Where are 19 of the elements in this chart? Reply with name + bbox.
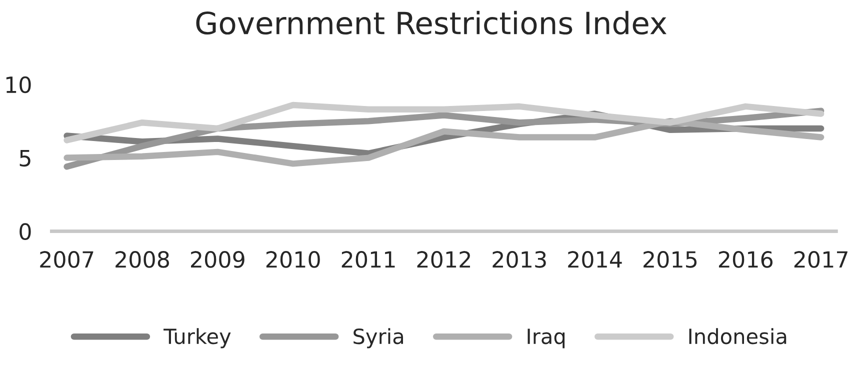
x-tick-label: 2007 <box>40 251 94 268</box>
chart-title: Government Restrictions Index <box>196 10 666 35</box>
x-tick-label: 2016 <box>718 251 773 268</box>
x-tick-label: 2014 <box>568 251 622 268</box>
x-tick-label: 2008 <box>116 251 169 268</box>
x-tick-label: 2015 <box>644 251 697 268</box>
x-tick-label: 2011 <box>342 251 395 268</box>
x-tick-label: 2009 <box>191 251 244 268</box>
y-tick-label: 10 <box>6 76 31 94</box>
x-tick-label: 2010 <box>266 251 320 268</box>
y-tick-label: 5 <box>20 150 30 167</box>
x-tick-label: 2013 <box>492 251 546 268</box>
legend-label: Indonesia <box>689 328 786 344</box>
legend-label: Turkey <box>164 328 231 348</box>
x-tick-label: 2017 <box>794 251 848 268</box>
legend-label: Syria <box>354 328 403 348</box>
y-tick-label: 0 <box>20 223 31 240</box>
legend-label: Iraq <box>528 328 565 348</box>
x-tick-label: 2012 <box>417 251 470 268</box>
